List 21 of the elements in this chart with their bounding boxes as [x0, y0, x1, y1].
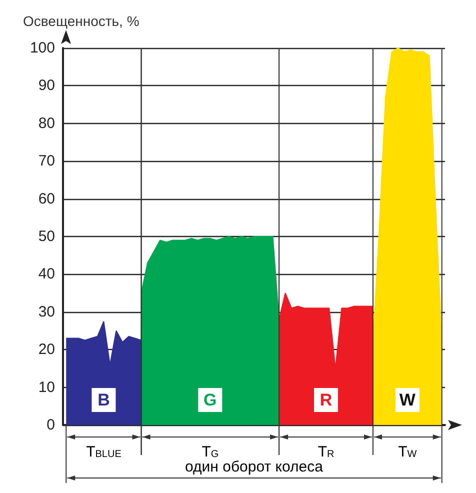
- y-tick-label: 60: [38, 190, 55, 208]
- y-tick-label: 70: [38, 152, 55, 170]
- text: TR: [318, 444, 334, 460]
- text: TW: [398, 444, 418, 460]
- y-tick-label: 20: [38, 341, 55, 358]
- y-tick-label: 100: [30, 40, 55, 56]
- text: TG: [202, 444, 219, 460]
- y-tick-label: 0: [46, 416, 55, 434]
- text: TBLUE: [86, 444, 122, 460]
- series-label: G: [204, 390, 217, 410]
- y-tick-label: 90: [38, 77, 55, 94]
- y-tick-label: 40: [38, 266, 55, 283]
- text: один оборот колеса: [185, 458, 324, 476]
- y-axis-title: Освещенность, %: [23, 13, 140, 29]
- y-tick-label: 80: [38, 114, 55, 132]
- series-label: W: [399, 390, 416, 410]
- y-tick-label: 50: [38, 228, 55, 245]
- series-label: R: [320, 390, 332, 410]
- y-tick-label: 30: [38, 303, 55, 320]
- y-tick-label: 10: [38, 378, 55, 396]
- series-label: B: [98, 390, 110, 410]
